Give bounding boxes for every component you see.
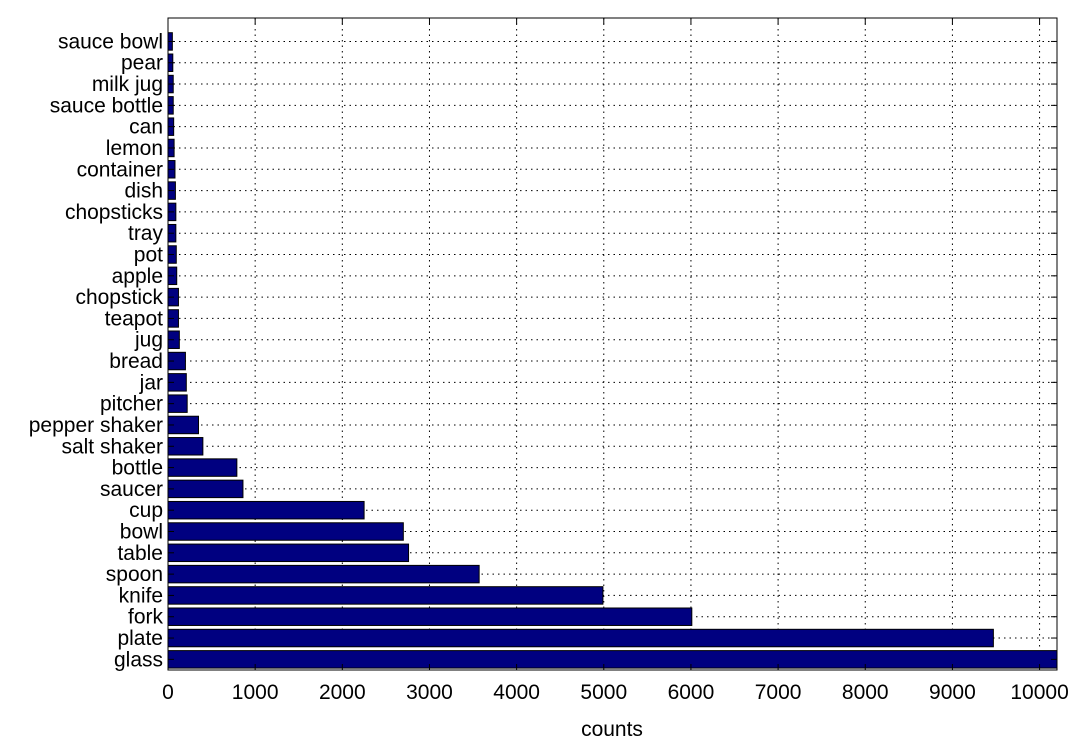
bar-table: [167, 543, 410, 563]
y-axis-category-labels: glassplateforkknifespoontablebowlcupsauc…: [29, 30, 1057, 671]
x-axis-title: counts: [581, 718, 643, 741]
y-category-label: pepper shaker: [29, 414, 163, 437]
y-category-label: chopsticks: [65, 201, 163, 224]
y-category-label: saucer: [100, 478, 163, 501]
x-tick-label: 4000: [493, 681, 540, 704]
x-tick-label: 9000: [929, 681, 976, 704]
y-category-label: tray: [128, 222, 164, 245]
x-tick-label: 0: [162, 681, 174, 704]
y-category-label: bottle: [112, 457, 163, 480]
y-category-label: jug: [134, 329, 163, 352]
y-category-label: cup: [129, 499, 163, 522]
y-category-label: jar: [139, 371, 163, 394]
y-category-label: sauce bottle: [50, 94, 163, 117]
x-tick-label: 10000: [1010, 681, 1068, 704]
bar-knife: [167, 586, 604, 605]
x-tick-label: 8000: [842, 681, 889, 704]
y-category-label: glass: [114, 648, 163, 671]
bar-fork: [167, 607, 693, 626]
y-category-label: salt shaker: [61, 435, 163, 458]
y-category-label: sauce bowl: [58, 30, 163, 53]
y-category-label: dish: [124, 180, 163, 203]
bar-cup: [167, 500, 365, 520]
bar-glass: [167, 650, 1058, 669]
y-category-label: plate: [117, 627, 163, 650]
bar-bowl: [167, 522, 404, 541]
x-tick-label: 1000: [232, 681, 279, 704]
bar-plate: [167, 628, 994, 648]
bar-saucer: [167, 479, 244, 499]
plot-frame: [167, 17, 1058, 671]
x-tick-label: 2000: [319, 681, 366, 704]
y-category-label: knife: [119, 584, 163, 607]
y-category-label: container: [77, 158, 163, 181]
x-tick-label: 6000: [668, 681, 715, 704]
x-tick-label: 3000: [406, 681, 453, 704]
y-category-label: table: [117, 542, 163, 565]
y-category-label: bread: [109, 350, 163, 373]
y-category-label: pot: [134, 244, 163, 267]
x-tick-label: 5000: [580, 681, 627, 704]
y-category-label: lemon: [106, 137, 163, 160]
y-category-label: fork: [128, 606, 164, 629]
y-category-label: can: [129, 116, 163, 139]
y-category-label: chopstick: [75, 286, 163, 309]
y-category-label: teapot: [105, 307, 164, 330]
y-category-label: apple: [112, 265, 163, 288]
y-category-label: pitcher: [100, 393, 163, 416]
y-category-label: milk jug: [92, 73, 163, 96]
bar-bottle: [167, 458, 238, 477]
y-category-label: spoon: [106, 563, 163, 586]
y-category-label: bowl: [120, 521, 163, 544]
grid-lines: [168, 18, 1057, 670]
x-tick-label: 7000: [755, 681, 802, 704]
y-category-label: pear: [121, 52, 163, 75]
x-axis-ticks: 0 1000 2000 3000 4000 5000 6000 7000 8000 9000 100…: [162, 18, 1069, 704]
bar-spoon: [167, 564, 480, 584]
